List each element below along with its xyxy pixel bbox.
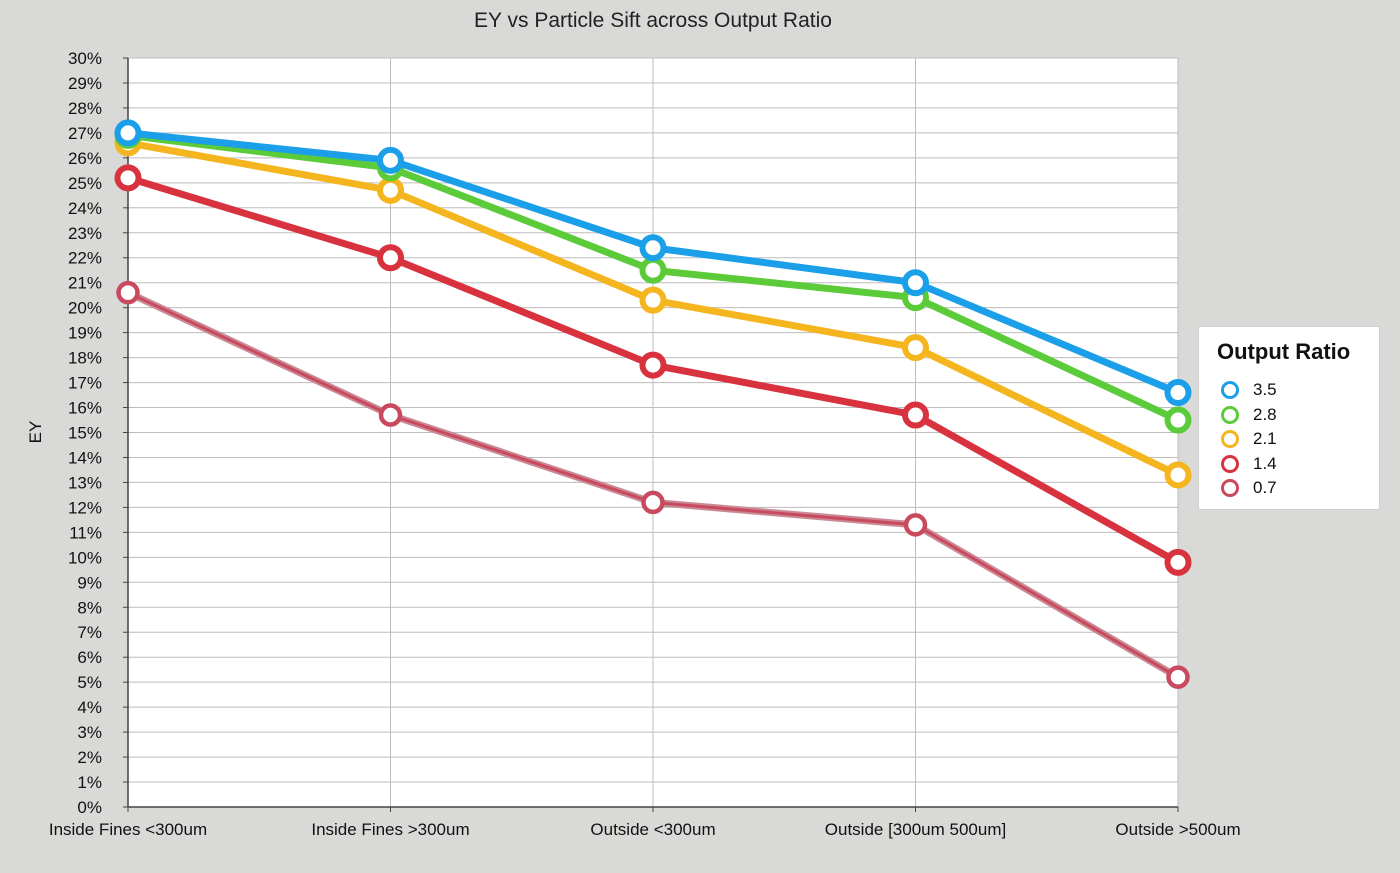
x-tick-labels: Inside Fines <300um Inside Fines >300um Ou… [49,820,1241,839]
y-tick-label: 5% [77,673,102,692]
legend: Output Ratio 3.5 2.8 2.1 1.4 0.7 [1198,326,1380,510]
legend-label: 2.8 [1253,404,1277,424]
y-tick-label: 23% [68,224,102,243]
y-tick-label: 17% [68,374,102,393]
y-tick-label: 18% [68,349,102,368]
y-tick-labels: 0% 1% 2% 3% 4% 5% 6% 7% 8% 9% 10% 11% 12% 13% 14% 15% 16… [68,49,102,817]
y-tick-label: 24% [68,199,102,218]
data-point [1164,461,1192,489]
series-layer [114,119,1192,689]
y-tick-label: 27% [68,124,102,143]
legend-marker [1221,479,1239,497]
y-axis-label: EY [26,421,45,444]
data-point [903,513,928,537]
y-tick-label: 4% [77,698,102,717]
y-tick-label: 12% [68,498,102,517]
y-tick-label: 20% [68,299,102,318]
x-tick-label: Outside [300um 500um] [825,820,1006,839]
data-point [378,403,403,427]
y-tick-label: 10% [68,548,102,567]
legend-label: 3.5 [1253,380,1277,399]
x-tick-label: Outside >500um [1115,820,1240,839]
legend-label: 2.1 [1253,429,1277,448]
data-point [902,401,929,429]
data-point [377,176,404,204]
series-1.4 [114,164,1192,576]
x-tick-label: Inside Fines >300um [311,820,469,839]
data-point [116,280,140,305]
legend-item-3.5: 3.5 [1221,379,1277,401]
y-tick-label: 9% [77,573,102,592]
legend-label: 0.7 [1253,478,1277,497]
y-tick-label: 26% [68,149,102,168]
data-point [902,269,929,297]
series-2.8 [114,121,1192,434]
legend-item-2.1: 2.1 [1221,428,1277,450]
y-tick-label: 19% [68,324,102,343]
legend-title: Output Ratio [1217,339,1351,364]
chart-title: EY vs Particle Sift across Output Ratio [474,9,832,32]
y-tick-label: 2% [77,748,102,767]
y-tick-label: 16% [68,399,102,418]
y-tick-label: 8% [77,598,102,617]
y-tick-label: 3% [77,723,102,742]
y-tick-label: 15% [68,424,102,443]
series-0.7 [116,280,1190,689]
data-point [639,234,667,262]
legend-marker [1221,405,1239,424]
legend-item-2.8: 2.8 [1221,404,1277,426]
y-tick-label: 21% [68,274,102,293]
legend-label: 1.4 [1253,453,1277,473]
y-tick-label: 25% [68,174,102,193]
y-tick-label: 1% [77,773,102,792]
data-point [639,351,667,379]
data-point [1164,548,1192,576]
data-point [114,119,142,147]
x-tick-label: Inside Fines <300um [49,820,207,839]
data-point [641,490,665,515]
y-tick-label: 30% [68,49,102,68]
legend-marker [1221,454,1239,473]
data-point [639,286,667,314]
data-point [1164,406,1192,434]
data-point [114,164,142,192]
data-point [1164,379,1192,407]
y-tick-label: 14% [68,448,102,467]
data-point [1166,665,1190,689]
y-tick-label: 7% [77,623,102,642]
y-tick-label: 22% [68,249,102,268]
y-tick-label: 11% [69,523,102,542]
legend-marker [1221,381,1239,399]
legend-item-1.4: 1.4 [1221,453,1277,475]
y-tick-label: 6% [77,648,102,667]
legend-marker [1221,430,1239,448]
y-tick-label: 28% [68,99,102,118]
y-tick-label: 13% [68,473,102,492]
data-point [902,334,929,362]
series-3.5 [114,119,1192,407]
data-point [377,244,404,272]
legend-item-0.7: 0.7 [1221,477,1277,499]
x-tick-label: Outside <300um [590,820,715,839]
y-tick-label: 29% [68,74,102,93]
data-point [639,256,667,284]
data-point [377,146,404,174]
y-tick-label: 0% [77,798,102,817]
